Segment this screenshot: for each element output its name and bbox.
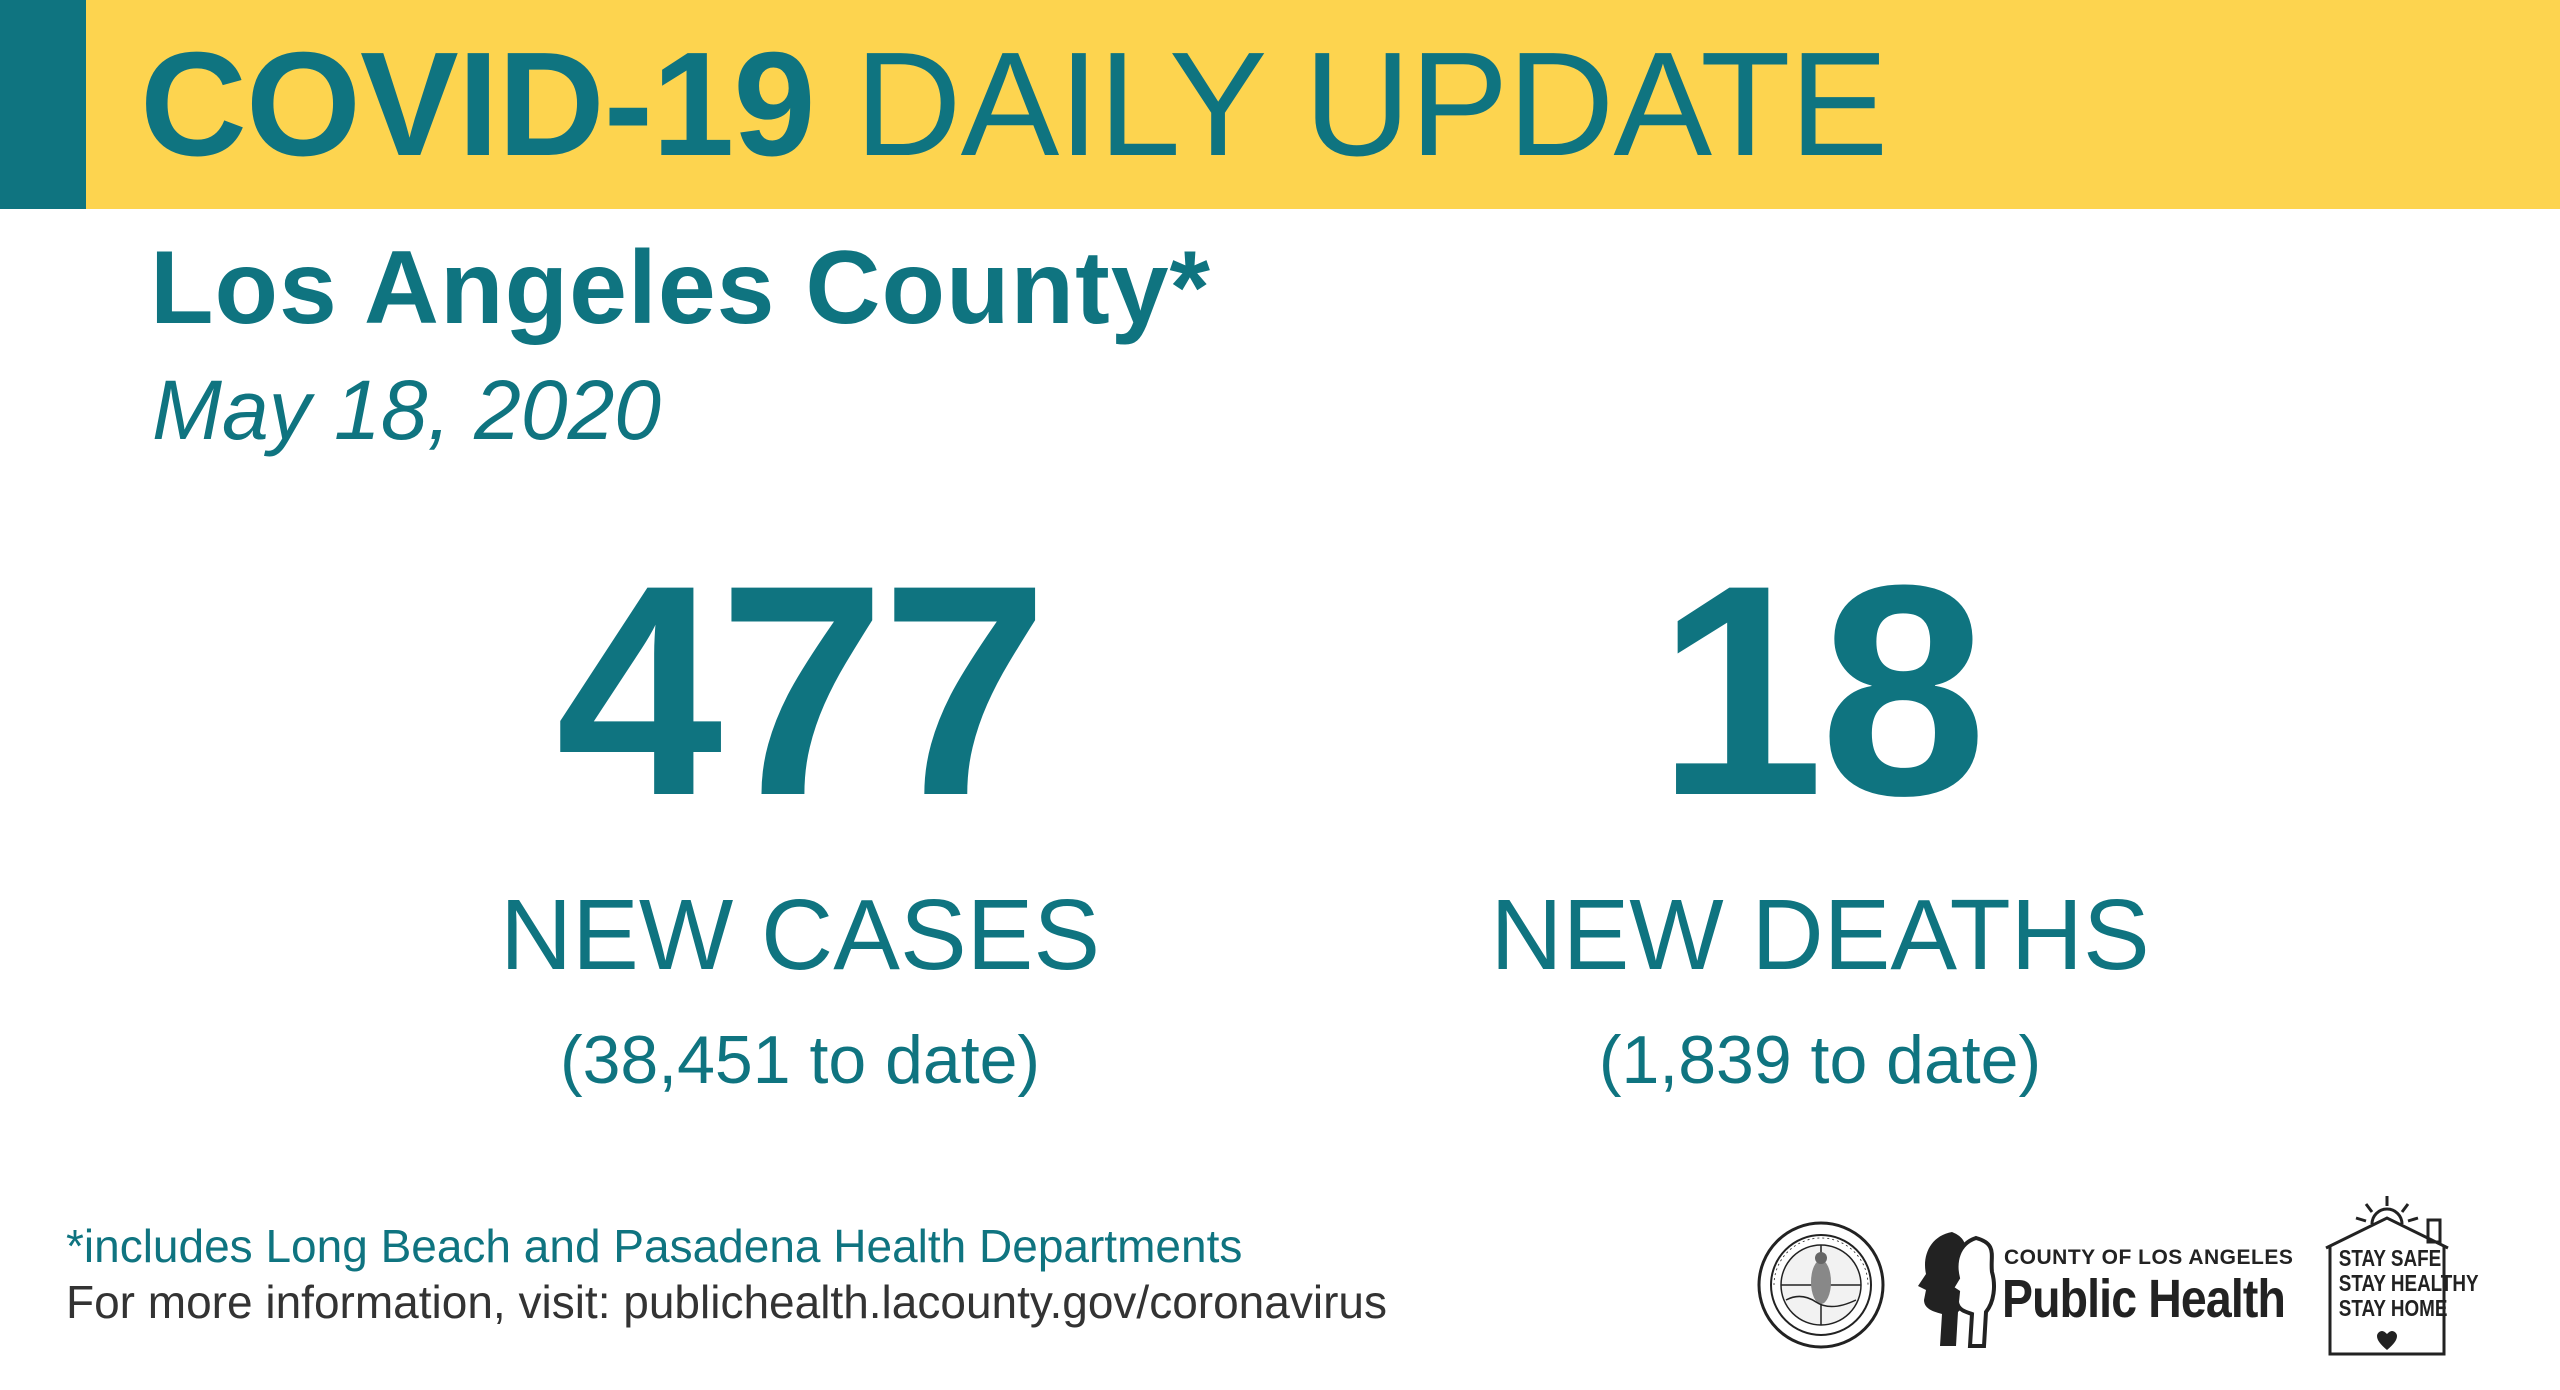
public-health-logo: COUNTY OF LOS ANGELES Public Health [1912, 1224, 2294, 1354]
banner-title: COVID-19 DAILY UPDATE [140, 30, 1888, 180]
banner-title-light: DAILY UPDATE [814, 22, 1889, 187]
footnote: *includes Long Beach and Pasadena Health… [66, 1220, 1243, 1272]
county-heading: Los Angeles County* [150, 230, 1212, 346]
public-health-county-text: COUNTY OF LOS ANGELES [2004, 1246, 2294, 1269]
cases-to-date: (38,451 to date) [559, 1022, 1041, 1098]
public-health-title-text: Public Health [2002, 1269, 2286, 1329]
more-info-link[interactable]: For more information, visit: publichealt… [66, 1276, 1387, 1328]
new-cases-label: NEW CASES [499, 879, 1101, 991]
county-seal-icon [1757, 1221, 1885, 1349]
new-deaths-stat: 18 NEW DEATHS (1,839 to date) [1470, 522, 2170, 1100]
stay-safe-line: STAY SAFE [2338, 1245, 2442, 1271]
banner-accent-bar [0, 0, 86, 209]
title-banner: COVID-19 DAILY UPDATE [0, 0, 2560, 209]
stay-safe-text: STAY SAFE STAY HEALTHY STAY HOME [2338, 1245, 2479, 1321]
stay-healthy-line: STAY HEALTHY [2338, 1270, 2479, 1296]
banner-title-bold: COVID-19 [140, 22, 816, 187]
stay-home-line: STAY HOME [2338, 1295, 2448, 1321]
new-deaths-number: 18 [1657, 522, 1987, 858]
report-date: May 18, 2020 [152, 363, 662, 457]
new-cases-number: 477 [555, 522, 1049, 858]
new-cases-stat: 477 NEW CASES (38,451 to date) [450, 522, 1150, 1100]
deaths-to-date: (1,839 to date) [1598, 1022, 2042, 1098]
new-deaths-label: NEW DEATHS [1490, 879, 2150, 991]
stay-safe-logo: STAY SAFE STAY HEALTHY STAY HOME [2320, 1194, 2479, 1360]
public-health-profiles-icon [1918, 1232, 1996, 1348]
stay-house-icon [2325, 1196, 2449, 1356]
